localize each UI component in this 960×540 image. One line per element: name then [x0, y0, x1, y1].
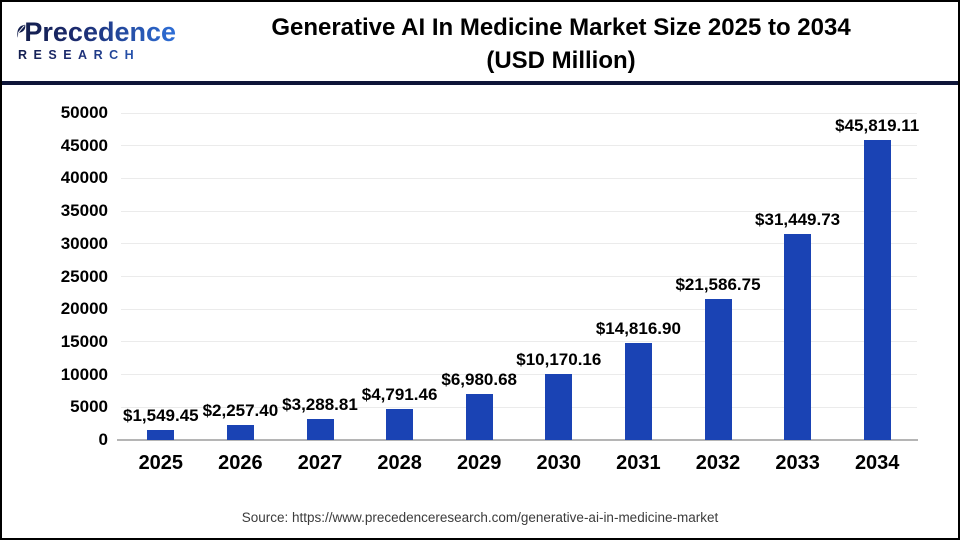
bar	[226, 425, 254, 440]
bar	[147, 429, 175, 440]
bar-value-label: $31,449.73	[755, 210, 841, 230]
bar	[465, 394, 493, 440]
bar	[863, 140, 891, 440]
x-axis-label: 2033	[775, 452, 820, 474]
bar-value-label: $3,288.81	[282, 394, 358, 414]
y-axis-tick-label: 5000	[70, 397, 108, 417]
bar-value-label: $6,980.68	[441, 370, 517, 390]
x-axis-label: 2032	[695, 452, 741, 474]
bar-value-label: $1,549.45	[122, 405, 199, 425]
y-axis: 0 5000 10000 15000 20000 25000 30000 35000 40000…	[2, 103, 108, 449]
y-axis-tick-label: 0	[98, 430, 108, 449]
leaf-logo-icon	[17, 24, 26, 38]
y-axis-tick-label: 20000	[60, 299, 108, 319]
chart-title-line1: Generative AI In Medicine Market Size 20…	[271, 14, 851, 41]
bar	[624, 343, 652, 440]
gridline	[121, 341, 917, 343]
gridline	[121, 308, 917, 310]
bar	[306, 418, 334, 440]
x-axis-label: 2027	[297, 452, 343, 474]
bar-value-label: $14,816.90	[595, 319, 681, 339]
x-axis-label: 2026	[218, 452, 263, 474]
bar-value-label: $21,586.75	[675, 274, 761, 294]
gridline	[121, 276, 917, 277]
x-axis-label: 2025	[138, 452, 184, 474]
x-axis-label: 2028	[377, 452, 422, 474]
bar-value-label: $4,791.46	[361, 384, 438, 404]
bar-value-label: $2,257.40	[202, 401, 279, 421]
x-axis-line	[117, 439, 918, 441]
bar	[784, 234, 812, 440]
gridline	[121, 112, 917, 114]
gridline	[121, 243, 917, 245]
gridline	[121, 210, 917, 212]
x-axis-label: 2034	[854, 452, 900, 474]
logo-wordmark: Precedence	[24, 17, 176, 47]
logo-subtitle: RESEARCH	[16, 48, 176, 62]
header-divider	[2, 81, 958, 85]
y-axis-tick-label: 30000	[60, 233, 108, 253]
source-text: Source: https://www.precedenceresearch.c…	[241, 510, 719, 525]
y-axis-tick-label: 50000	[60, 103, 108, 122]
chart-title: Generative AI In Medicine Market Size 20…	[172, 11, 950, 77]
gridline	[121, 145, 917, 147]
x-axis-label: 2030	[536, 452, 582, 474]
bar-value-label: $10,170.16	[516, 349, 602, 369]
x-axis-label: 2031	[616, 452, 661, 474]
y-axis-tick-label: 10000	[60, 364, 108, 384]
chart-title-line2: (USD Million)	[486, 47, 636, 74]
precedence-research-logo: Precedence RESEARCH	[16, 15, 176, 62]
gridline	[121, 374, 917, 376]
plot-area: $1,549.45 $2,257.40 $3,288.81 $4,791.46 $6,9…	[117, 112, 919, 441]
x-axis: 2025 2026 2027 2028 2029 2030 2031 2032 2033 2034	[121, 452, 917, 478]
y-axis-tick-label: 40000	[60, 168, 108, 188]
y-axis-tick-label: 25000	[60, 266, 108, 286]
y-axis-tick-label: 15000	[60, 331, 108, 351]
bar	[386, 408, 414, 440]
x-axis-label: 2029	[456, 452, 502, 474]
bar	[545, 373, 573, 440]
bar	[704, 298, 732, 440]
gridline	[121, 177, 917, 179]
bar-value-label: $45,819.11	[835, 116, 920, 136]
y-axis-tick-label: 35000	[60, 201, 108, 221]
y-axis-tick-label: 45000	[60, 135, 108, 155]
gridline	[121, 406, 917, 408]
